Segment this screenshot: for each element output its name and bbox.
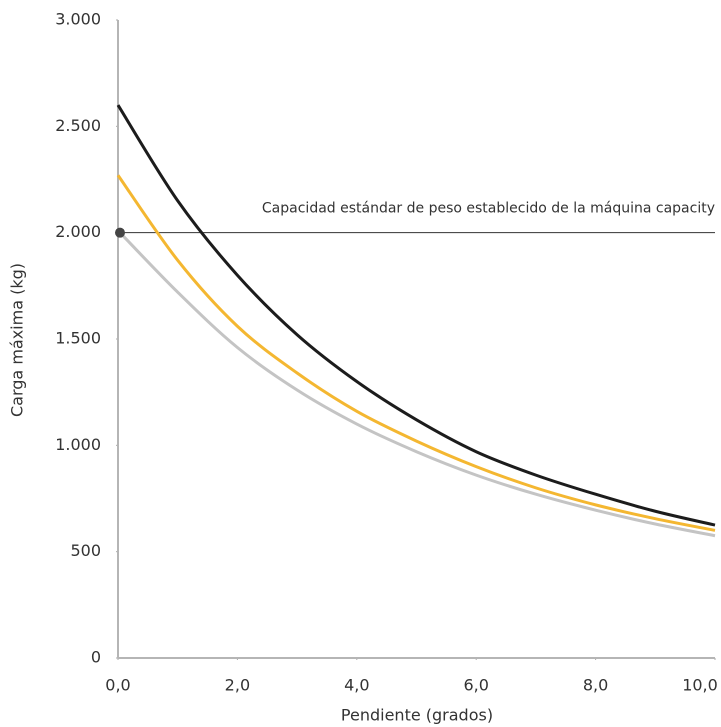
y-tick-label: 500 xyxy=(70,541,101,560)
y-tick-label: 1.000 xyxy=(55,435,101,454)
x-axis-label: Pendiente (grados) xyxy=(341,706,493,725)
y-tick-label: 1.500 xyxy=(55,329,101,348)
reference-point xyxy=(115,227,125,238)
series-line xyxy=(116,174,716,532)
x-tick-label: 0,0 xyxy=(105,676,130,695)
x-tick-label: 2,0 xyxy=(225,676,250,695)
x-tick-label: 4,0 xyxy=(344,676,369,695)
series-line xyxy=(116,229,716,538)
y-axis-label: Carga máxima (kg) xyxy=(8,263,27,417)
reference-label: Capacidad estándar de peso establecido d… xyxy=(262,201,715,217)
y-tick-label: 2.500 xyxy=(55,116,101,135)
y-tick-label: 3.000 xyxy=(55,10,101,29)
series-line xyxy=(116,104,716,527)
y-tick-label: 2.000 xyxy=(55,222,101,241)
x-tick-label: 8,0 xyxy=(583,676,608,695)
y-tick-label: 0 xyxy=(91,648,101,667)
x-tick-label: 10,0 xyxy=(682,676,718,695)
x-tick-label: 6,0 xyxy=(463,676,488,695)
